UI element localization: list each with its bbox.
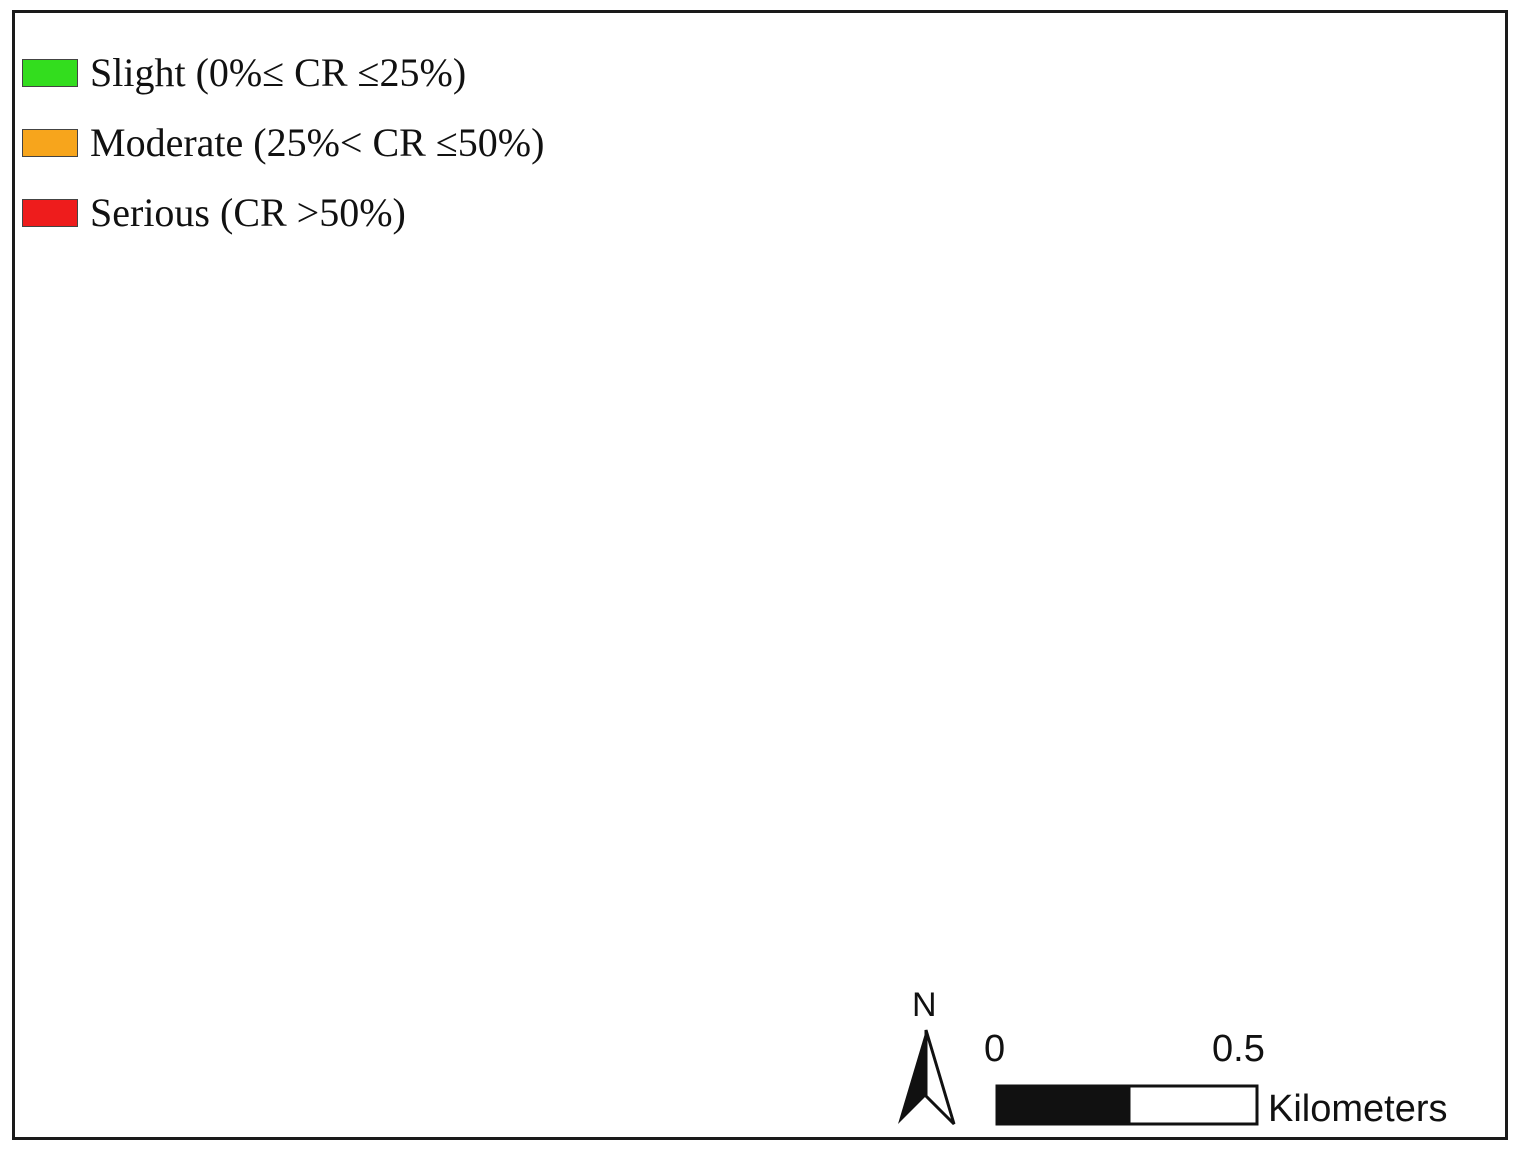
scale-unit-label: Kilometers (1268, 1088, 1448, 1130)
scale-bar (995, 1084, 1259, 1126)
legend-label-slight: Slight (0%≤ CR ≤25%) (90, 50, 467, 95)
legend-item-serious: Serious (CR >50%) (22, 178, 544, 248)
legend-label-moderate: Moderate (25%< CR ≤50%) (90, 120, 545, 165)
legend-label-serious: Serious (CR >50%) (90, 190, 406, 235)
scale-bar-white-segment (1127, 1084, 1259, 1126)
legend-swatch-slight (22, 59, 78, 87)
legend-item-slight: Slight (0%≤ CR ≤25%) (22, 38, 544, 108)
legend-item-moderate: Moderate (25%< CR ≤50%) (22, 108, 544, 178)
north-arrow-icon (898, 1029, 956, 1126)
scale-bar-black-segment (995, 1084, 1131, 1126)
scale-tick-start: 0 (984, 1028, 1006, 1070)
map-frame (12, 10, 1508, 1140)
scale-tick-mid: 0.5 (1212, 1028, 1265, 1070)
north-arrow-label: N (912, 986, 937, 1024)
legend: Slight (0%≤ CR ≤25%) Moderate (25%< CR ≤… (22, 38, 544, 248)
legend-swatch-serious (22, 199, 78, 227)
legend-swatch-moderate (22, 129, 78, 157)
